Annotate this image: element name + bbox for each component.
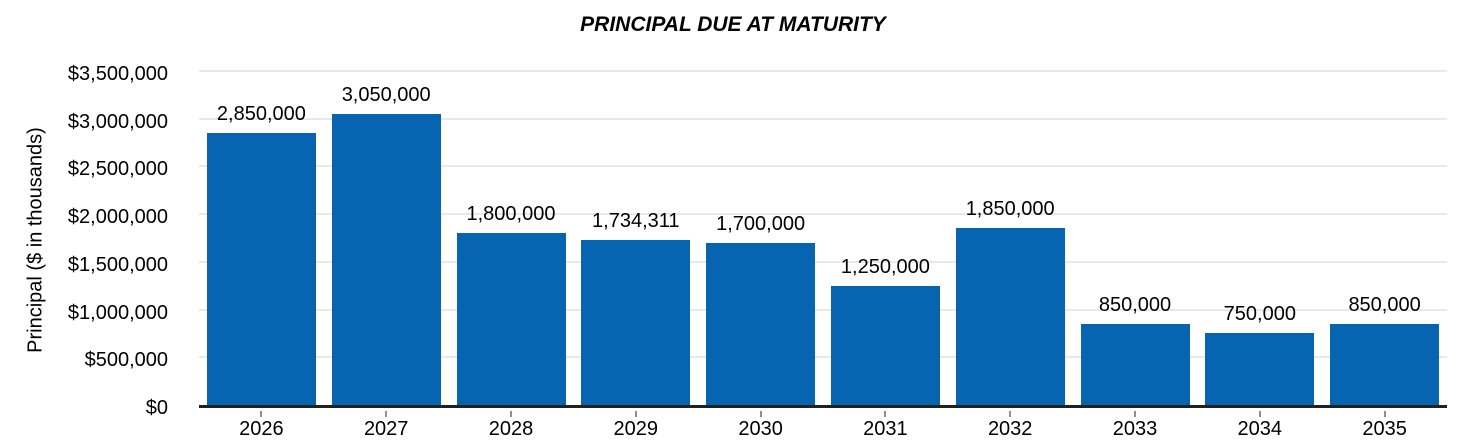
bar-2034 [1205, 333, 1315, 405]
x-tick-label-2028: 2028 [488, 418, 534, 440]
bar-value-label-2033: 850,000 [1098, 293, 1172, 316]
x-tick-mark [759, 411, 762, 417]
gridline [199, 117, 1447, 120]
chart-title: PRINCIPAL DUE AT MATURITY [580, 13, 886, 36]
y-tick-label: $0 [145, 397, 168, 419]
x-tick-label-2031: 2031 [863, 418, 908, 440]
x-tick-label-2026: 2026 [239, 418, 284, 440]
bar-value-label-2032: 1,850,000 [965, 198, 1055, 221]
bar-2029 [581, 239, 691, 405]
x-tick-label-2027: 2027 [363, 418, 409, 440]
y-tick-label: $1,500,000 [67, 253, 168, 276]
x-tick-mark [385, 411, 388, 417]
gridline [199, 213, 1447, 216]
x-tick-label-2029: 2029 [613, 418, 659, 440]
y-tick-label: $1,000,000 [67, 301, 168, 324]
y-tick-label: $3,000,000 [67, 110, 168, 133]
y-tick-label: $2,500,000 [67, 158, 168, 181]
x-tick-label-2033: 2033 [1112, 418, 1158, 440]
bar-2026 [206, 133, 316, 405]
gridline [199, 165, 1447, 168]
bar-value-label-2031: 1,250,000 [840, 255, 930, 278]
bar-value-label-2027: 3,050,000 [341, 83, 431, 106]
bar-2027 [331, 113, 441, 405]
x-tick-mark [884, 411, 887, 417]
x-tick-label-2035: 2035 [1362, 418, 1407, 440]
bar-value-label-2030: 1,700,000 [716, 212, 806, 235]
bar-2035 [1330, 323, 1440, 405]
x-tick-mark [510, 411, 512, 417]
x-tick-mark [634, 411, 637, 417]
bar-value-label-2035: 850,000 [1348, 293, 1421, 316]
x-tick-mark [1383, 411, 1386, 417]
bar-2028 [456, 233, 566, 405]
x-tick-label-2034: 2034 [1237, 418, 1283, 440]
x-tick-mark [260, 411, 263, 417]
gridline [199, 70, 1447, 72]
bar-value-label-2026: 2,850,000 [216, 103, 306, 126]
y-tick-label: $3,500,000 [67, 63, 168, 85]
x-tick-label-2032: 2032 [987, 418, 1033, 440]
bar-2031 [830, 285, 940, 405]
y-tick-label: $500,000 [84, 349, 168, 372]
bar-value-label-2028: 1,800,000 [466, 203, 556, 226]
x-tick-label-2030: 2030 [738, 418, 783, 440]
x-tick-mark [1009, 411, 1012, 417]
bar-2033 [1080, 323, 1190, 405]
gridline [199, 356, 1447, 359]
bar-value-label-2029: 1,734,311 [592, 209, 680, 232]
x-tick-mark [1134, 411, 1136, 417]
bar-value-label-2034: 750,000 [1223, 303, 1296, 326]
gridline [199, 260, 1447, 263]
plot-area: 2,850,000 3,050,000 1,800,000 1,734,311 1,70… [199, 70, 1447, 408]
bar-2030 [706, 242, 816, 405]
y-tick-label: $2,000,000 [67, 206, 168, 229]
gridline [199, 308, 1447, 311]
x-tick-mark [1258, 411, 1261, 417]
bar-2032 [955, 228, 1065, 405]
